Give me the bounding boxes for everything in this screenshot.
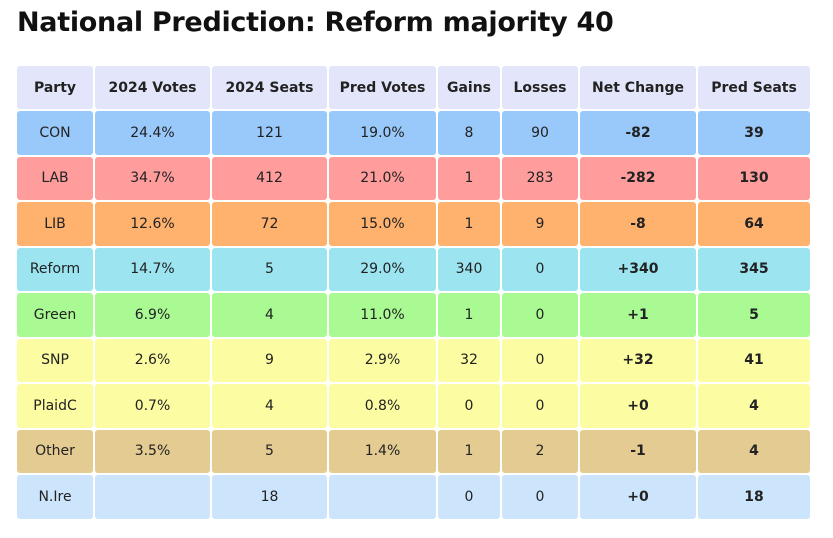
table-row: CON 24.4% 121 19.0% 8 90 -82 39 [17, 111, 810, 155]
cell-party: LAB [17, 156, 93, 200]
cell-losses: 9 [502, 202, 578, 246]
cell-net-change: +32 [580, 338, 696, 382]
header-gains: Gains [438, 66, 500, 109]
table-row: Reform 14.7% 5 29.0% 340 0 +340 345 [17, 247, 810, 291]
cell-net-change: -8 [580, 202, 696, 246]
cell-net-change: +0 [580, 384, 696, 428]
header-party: Party [17, 66, 93, 109]
cell-losses: 0 [502, 475, 578, 519]
cell-net-change: -282 [580, 156, 696, 200]
cell-losses: 0 [502, 384, 578, 428]
table-row: SNP 2.6% 9 2.9% 32 0 +32 41 [17, 338, 810, 382]
cell-pred-votes: 21.0% [329, 156, 436, 200]
cell-pred-votes: 1.4% [329, 429, 436, 473]
cell-gains: 32 [438, 338, 500, 382]
cell-pred-seats: 345 [698, 247, 810, 291]
cell-gains: 1 [438, 156, 500, 200]
cell-2024-votes: 2.6% [95, 338, 210, 382]
cell-2024-seats: 4 [212, 293, 327, 337]
prediction-table: Party 2024 Votes 2024 Seats Pred Votes G… [15, 64, 812, 521]
header-pred-votes: Pred Votes [329, 66, 436, 109]
cell-party: SNP [17, 338, 93, 382]
cell-net-change: +1 [580, 293, 696, 337]
table-row: Other 3.5% 5 1.4% 1 2 -1 4 [17, 429, 810, 473]
cell-party: Other [17, 429, 93, 473]
cell-party: Green [17, 293, 93, 337]
cell-gains: 340 [438, 247, 500, 291]
cell-pred-seats: 5 [698, 293, 810, 337]
cell-2024-seats: 5 [212, 247, 327, 291]
cell-2024-votes: 34.7% [95, 156, 210, 200]
cell-2024-votes [95, 475, 210, 519]
cell-gains: 0 [438, 384, 500, 428]
cell-pred-votes: 0.8% [329, 384, 436, 428]
cell-party: LIB [17, 202, 93, 246]
cell-2024-votes: 14.7% [95, 247, 210, 291]
cell-gains: 1 [438, 202, 500, 246]
header-net-change: Net Change [580, 66, 696, 109]
cell-2024-seats: 412 [212, 156, 327, 200]
cell-net-change: +340 [580, 247, 696, 291]
table-row: N.Ire 18 0 0 +0 18 [17, 475, 810, 519]
cell-party: Reform [17, 247, 93, 291]
cell-pred-seats: 41 [698, 338, 810, 382]
cell-2024-seats: 4 [212, 384, 327, 428]
cell-pred-seats: 130 [698, 156, 810, 200]
cell-pred-votes: 29.0% [329, 247, 436, 291]
cell-pred-seats: 18 [698, 475, 810, 519]
cell-losses: 2 [502, 429, 578, 473]
cell-pred-votes: 19.0% [329, 111, 436, 155]
cell-2024-seats: 72 [212, 202, 327, 246]
cell-2024-votes: 0.7% [95, 384, 210, 428]
cell-pred-votes [329, 475, 436, 519]
cell-pred-seats: 4 [698, 429, 810, 473]
cell-party: N.Ire [17, 475, 93, 519]
cell-pred-seats: 64 [698, 202, 810, 246]
cell-losses: 90 [502, 111, 578, 155]
cell-2024-votes: 24.4% [95, 111, 210, 155]
cell-party: PlaidC [17, 384, 93, 428]
header-losses: Losses [502, 66, 578, 109]
cell-party: CON [17, 111, 93, 155]
cell-gains: 0 [438, 475, 500, 519]
cell-pred-seats: 4 [698, 384, 810, 428]
cell-net-change: +0 [580, 475, 696, 519]
header-2024-votes: 2024 Votes [95, 66, 210, 109]
cell-losses: 0 [502, 247, 578, 291]
cell-losses: 283 [502, 156, 578, 200]
cell-pred-votes: 11.0% [329, 293, 436, 337]
cell-gains: 1 [438, 429, 500, 473]
cell-net-change: -82 [580, 111, 696, 155]
cell-net-change: -1 [580, 429, 696, 473]
cell-2024-votes: 3.5% [95, 429, 210, 473]
cell-pred-votes: 15.0% [329, 202, 436, 246]
table-row: LIB 12.6% 72 15.0% 1 9 -8 64 [17, 202, 810, 246]
table-row: Green 6.9% 4 11.0% 1 0 +1 5 [17, 293, 810, 337]
page-title: National Prediction: Reform majority 40 [17, 7, 614, 38]
cell-losses: 0 [502, 293, 578, 337]
table-row: PlaidC 0.7% 4 0.8% 0 0 +0 4 [17, 384, 810, 428]
header-row: Party 2024 Votes 2024 Seats Pred Votes G… [17, 66, 810, 109]
cell-losses: 0 [502, 338, 578, 382]
cell-2024-votes: 6.9% [95, 293, 210, 337]
cell-2024-seats: 121 [212, 111, 327, 155]
cell-2024-seats: 5 [212, 429, 327, 473]
cell-gains: 8 [438, 111, 500, 155]
header-2024-seats: 2024 Seats [212, 66, 327, 109]
cell-2024-votes: 12.6% [95, 202, 210, 246]
cell-pred-seats: 39 [698, 111, 810, 155]
table-row: LAB 34.7% 412 21.0% 1 283 -282 130 [17, 156, 810, 200]
cell-2024-seats: 9 [212, 338, 327, 382]
header-pred-seats: Pred Seats [698, 66, 810, 109]
cell-2024-seats: 18 [212, 475, 327, 519]
cell-gains: 1 [438, 293, 500, 337]
cell-pred-votes: 2.9% [329, 338, 436, 382]
